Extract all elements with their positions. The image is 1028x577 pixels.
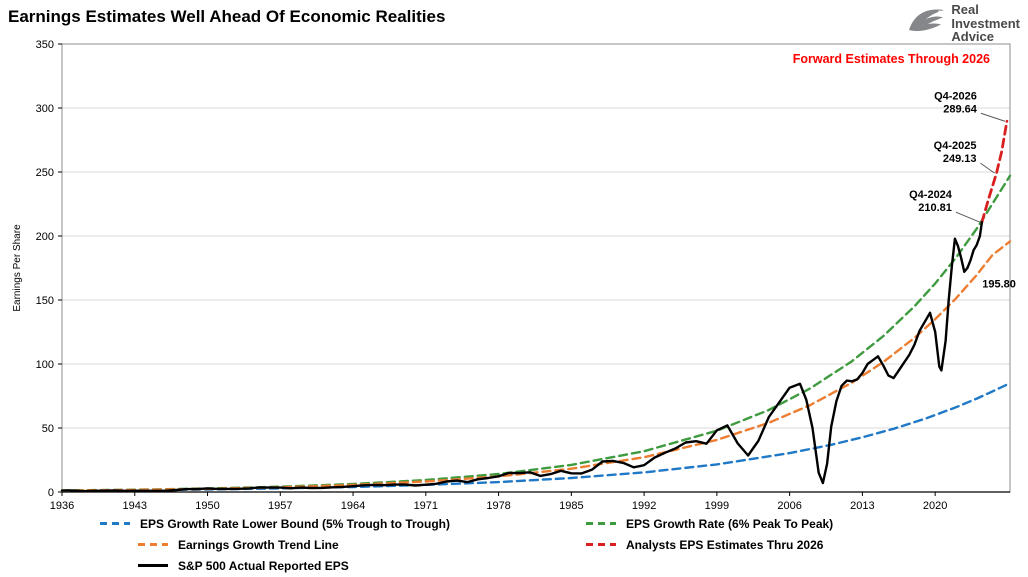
x-tick-label: 1992 [632,500,656,512]
legend-item-lower-bound: EPS Growth Rate Lower Bound (5% Trough t… [0,513,514,534]
y-tick-label: 50 [42,423,54,435]
series-line [60,240,1012,492]
ria-logo: Real Investment Advice [906,3,1020,44]
series-line [980,119,1009,224]
ria-logo-text: Real Investment Advice [951,3,1020,44]
y-tick-label: 200 [36,231,54,243]
legend-label: EPS Growth Rate Lower Bound (5% Trough t… [140,516,450,531]
annotation-label: Q4-2024 210.81 [909,189,953,214]
logo-line-2: Investment [951,15,1020,31]
x-tick-label: 1978 [486,500,510,512]
legend-item-analyst-estimates: Analysts EPS Estimates Thru 2026 [514,534,1028,555]
legend-label: Analysts EPS Estimates Thru 2026 [626,537,824,552]
series-line [60,221,984,493]
x-tick-label: 1999 [705,500,729,512]
series-line [60,174,1012,492]
logo-line-1: Real [951,2,979,17]
peak-growth-line-swatch [586,522,616,525]
logo-line-3: Advice [951,29,994,45]
actual-eps-line-swatch [138,564,168,567]
page-title: Earnings Estimates Well Ahead Of Economi… [8,7,446,26]
trend-line-swatch [138,543,168,546]
x-tick-label: 1936 [50,500,74,512]
x-tick-label: 1950 [195,500,219,512]
forward-estimates-note: Forward Estimates Through 2026 [792,52,990,66]
y-tick-label: 250 [36,167,54,179]
legend-label: Earnings Growth Trend Line [178,537,339,552]
x-tick-label: 2020 [923,500,947,512]
plot-border [61,43,1011,493]
analyst-estimates-line-swatch [586,543,616,546]
series-line [60,382,1012,492]
y-tick-label: 100 [36,359,54,371]
annotation-label: 195.80 [982,278,1016,290]
annotation-leader [955,211,981,223]
legend-item-peak-growth: EPS Growth Rate (6% Peak To Peak) [514,513,1028,534]
x-tick-label: 1964 [341,500,365,512]
x-tick-label: 1971 [414,500,438,512]
annotation-leader [980,112,1006,122]
y-tick-label: 300 [36,103,54,115]
legend-item-trend-line: Earnings Growth Trend Line [0,534,514,555]
eagle-icon [906,6,946,41]
y-tick-label: 0 [48,487,54,499]
lower-bound-line-swatch [100,522,130,525]
annotation-label: Q4-2025 249.13 [934,140,977,165]
y-tick-label: 150 [36,295,54,307]
legend-item-actual-eps: S&P 500 Actual Reported EPS [0,555,514,576]
y-tick-label: 350 [36,39,54,51]
x-tick-label: 2006 [777,500,801,512]
x-tick-label: 1985 [559,500,583,512]
legend-label: S&P 500 Actual Reported EPS [178,558,349,573]
eps-line-chart: 0 50 100 150 200 250 300 350 1936 1943 1950 1957 196… [12,39,1016,512]
x-tick-label: 1943 [123,500,147,512]
x-tick-label: 1957 [268,500,292,512]
chart-legend: EPS Growth Rate Lower Bound (5% Trough t… [0,513,1028,576]
annotation-label: Q4-2026 289.64 [934,90,978,115]
y-axis-title: Earnings Per Share [12,224,23,312]
annotation-leader [980,162,995,174]
legend-label: EPS Growth Rate (6% Peak To Peak) [626,516,834,531]
x-tick-label: 2013 [850,500,874,512]
